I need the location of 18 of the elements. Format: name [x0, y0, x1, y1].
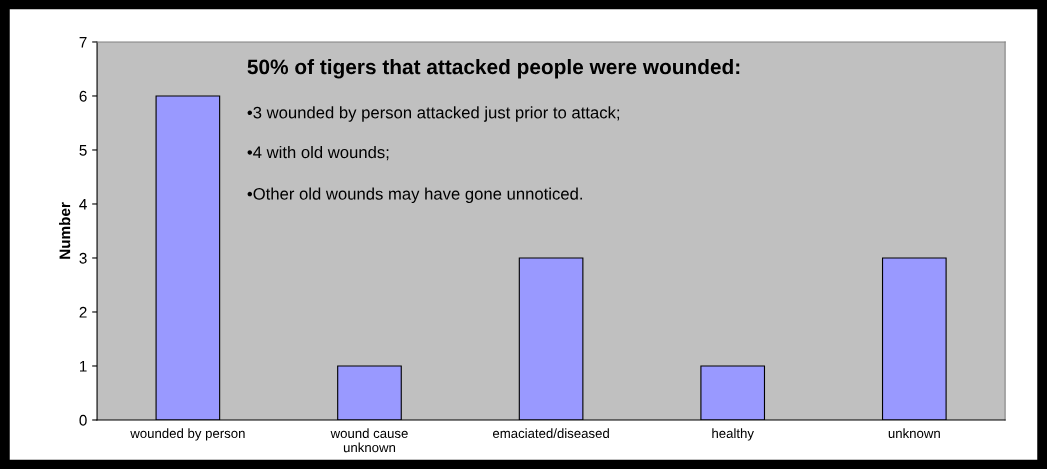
- x-tick-label: unknown: [888, 428, 940, 439]
- x-tick-label: wound cause unknown: [330, 428, 408, 453]
- y-tick-label: 3: [79, 252, 87, 264]
- annotation: 50% of tigers that attacked people were wounded:: [247, 58, 740, 79]
- y-tick-label: 1: [80, 361, 87, 372]
- y-axis-title: Number: [59, 202, 71, 259]
- annotation: •3 wounded by person attacked just prior to attack;: [247, 106, 620, 122]
- annotation: •Other old wounds may have gone unnoticed.: [247, 187, 582, 204]
- annotation: •4 with old wounds;: [247, 145, 389, 161]
- x-tick-label: wounded by person: [130, 428, 245, 441]
- y-tick-label: 2: [79, 306, 87, 318]
- x-tick-label: emaciated/diseased: [492, 428, 609, 439]
- y-tick-label: 0: [79, 414, 87, 426]
- y-tick-label: 5: [79, 145, 87, 156]
- x-tick-label: healthy: [712, 428, 754, 441]
- y-tick-label: 7: [79, 37, 87, 48]
- y-tick-label: 6: [79, 90, 87, 102]
- y-tick-label: 4: [79, 199, 87, 210]
